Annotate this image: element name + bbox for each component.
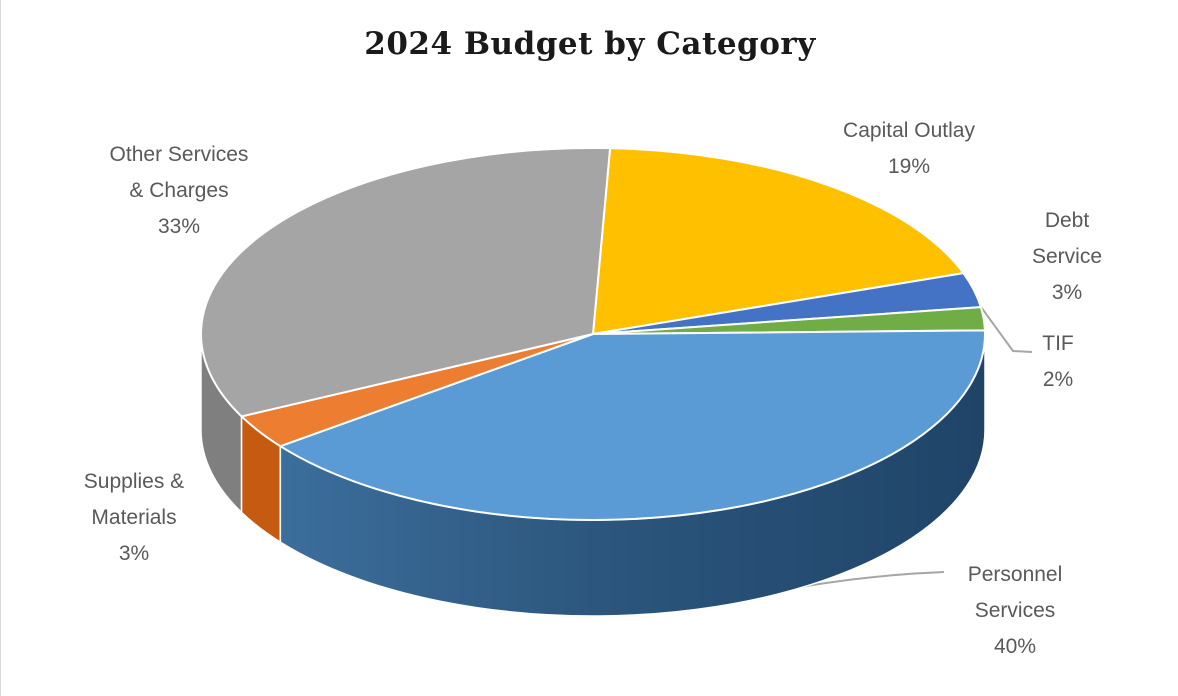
slice-label-personnel-services: Personnel Services 40% — [967, 563, 1063, 658]
chart-title: 2024 Budget by Category — [364, 26, 816, 62]
slice-label-capital-outlay: Capital Outlay 19% — [843, 119, 975, 178]
slice-label-supplies-materials: Supplies & Materials 3% — [83, 470, 185, 565]
slice-label-debt-service: Debt Service 3% — [1031, 209, 1103, 304]
slice-label-tif: TIF 2% — [1042, 332, 1074, 391]
pie-slice-personnel-services — [279, 329, 986, 522]
pie-slice-other-services-charges — [200, 147, 612, 418]
leader-line-tif — [972, 295, 1033, 353]
slice-label-other-services-charges: Other Services & Charges 33% — [109, 143, 249, 238]
